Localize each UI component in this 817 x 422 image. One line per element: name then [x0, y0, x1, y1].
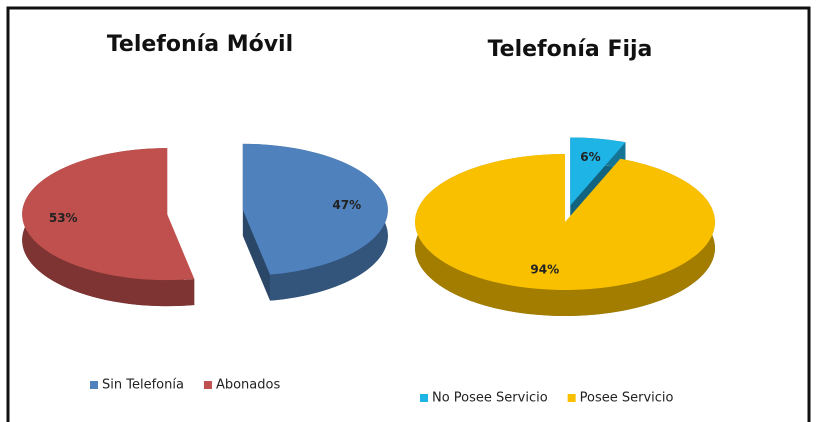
legend-label: No Posee Servicio	[432, 391, 548, 406]
legend-swatch	[203, 381, 212, 389]
slice	[415, 154, 716, 290]
data-label: 47%	[332, 198, 361, 212]
data-label: 6%	[580, 150, 600, 164]
chart-title: Telefonía Móvil	[107, 32, 293, 57]
data-label: 94%	[530, 263, 559, 277]
slice	[242, 143, 388, 275]
slice	[22, 148, 195, 281]
legend-label: Abonados	[216, 378, 281, 393]
legend-swatch	[567, 394, 576, 402]
data-label: 53%	[49, 211, 78, 225]
frame	[6, 6, 811, 422]
legend-swatch	[420, 394, 428, 402]
legend-label: Posee Servicio	[580, 391, 674, 406]
slice	[570, 137, 626, 206]
legend-label: Sin Telefonía	[102, 378, 184, 393]
legend-swatch	[90, 381, 98, 389]
chart-title: Telefonía Fija	[488, 37, 653, 62]
